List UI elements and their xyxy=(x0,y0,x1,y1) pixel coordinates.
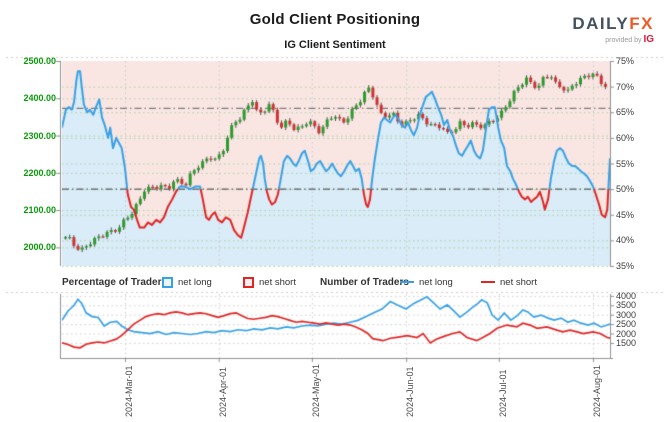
legend-percentage-title: Percentage of Traders xyxy=(62,276,168,288)
dailyfx-logo: DAILYFX provided by IG xyxy=(572,15,654,45)
count-axis-label: 3000 xyxy=(616,309,637,320)
price-axis-label: 2500.00 xyxy=(23,56,56,66)
date-axis-label: 2024-Mar-01 xyxy=(124,365,135,417)
count-axis-label: 3500 xyxy=(616,300,637,311)
logo-fx: FX xyxy=(629,14,654,33)
price-axis-label: 2400.00 xyxy=(23,93,56,104)
net-short-line-label: net short xyxy=(500,276,537,288)
chart-legend: Percentage of Traders net long net short… xyxy=(0,275,670,291)
legend-num-net-short: net short xyxy=(481,275,537,289)
logo-ig: IG xyxy=(643,34,654,45)
percent-axis-label: 40% xyxy=(616,235,635,246)
date-axis-label: 2024-Jul-01 xyxy=(497,369,508,417)
chart-subtitle: IG Client Sentiment xyxy=(284,39,386,51)
net-long-line-icon xyxy=(400,281,414,283)
percent-axis-label: 50% xyxy=(616,184,635,195)
logo-daily: DAILY xyxy=(572,14,630,33)
percent-axis-label: 35% xyxy=(616,261,635,271)
logo-tagline: provided by IG xyxy=(572,35,654,45)
count-axis-label: 2500 xyxy=(616,319,637,330)
net-short-line-icon xyxy=(481,281,495,283)
percent-axis-label: 45% xyxy=(616,209,635,220)
legend-pct-net-long: net long xyxy=(162,275,212,289)
net-long-label: net long xyxy=(178,276,212,288)
net-short-swatch-icon xyxy=(243,276,254,288)
percent-axis-label: 65% xyxy=(616,107,635,118)
price-axis-label: 2100.00 xyxy=(23,205,56,216)
net-short-label: net short xyxy=(259,276,296,288)
date-axis-label: 2024-Jun-01 xyxy=(405,366,416,417)
count-axis-label: 2000 xyxy=(616,328,637,339)
net-long-line-label: net long xyxy=(419,276,453,288)
count-axis-label: 4000 xyxy=(616,290,637,301)
date-axis-label: 2024-Aug-01 xyxy=(592,364,602,417)
net-long-swatch-icon xyxy=(162,276,173,288)
page-title: Gold Client Positioning xyxy=(249,11,421,28)
date-axis-label: 2024-Apr-01 xyxy=(217,366,228,417)
logo-wordmark: DAILYFX xyxy=(572,15,654,32)
legend-pct-net-short: net short xyxy=(243,275,296,289)
percent-axis-label: 70% xyxy=(616,81,635,92)
legend-number-title: Number of Traders xyxy=(320,276,409,288)
logo-provided-by: provided by xyxy=(605,37,642,44)
price-axis-label: 2200.00 xyxy=(23,167,56,178)
percent-axis-label: 60% xyxy=(616,132,635,143)
percent-axis-label: 55% xyxy=(616,158,635,169)
date-axis-label: 2024-May-01 xyxy=(310,363,321,417)
legend-num-net-long: net long xyxy=(400,275,453,289)
percent-axis-label: 75% xyxy=(616,56,635,66)
price-axis-label: 2300.00 xyxy=(23,130,56,141)
price-axis-label: 2000.00 xyxy=(23,242,56,253)
count-axis-label: 1500 xyxy=(616,337,637,348)
